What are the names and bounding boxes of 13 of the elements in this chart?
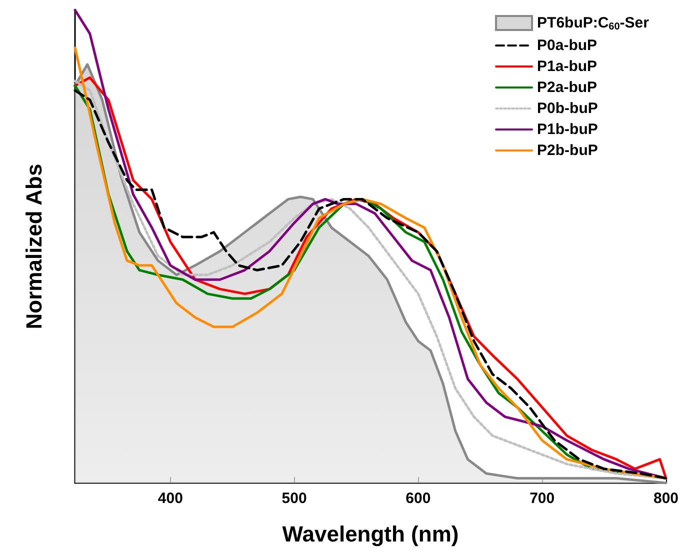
legend-label: P2a-buP [537,79,598,96]
legend-label: P1b-buP [537,121,598,138]
legend-label: P2b-buP [537,142,598,159]
y-axis-title: Normalized Abs [22,164,46,330]
x-tick-label: 800 [653,490,679,507]
x-tick-label: 600 [406,490,431,507]
legend-label: P1a-buP [537,58,598,75]
x-axis-title: Wavelength (nm) [282,522,459,546]
x-tick-label: 500 [282,490,307,507]
legend-label: P0a-buP [537,37,598,54]
x-tick-label: 400 [158,490,183,507]
x-tick-label: 700 [530,490,555,507]
legend-label: P0b-buP [537,100,598,117]
